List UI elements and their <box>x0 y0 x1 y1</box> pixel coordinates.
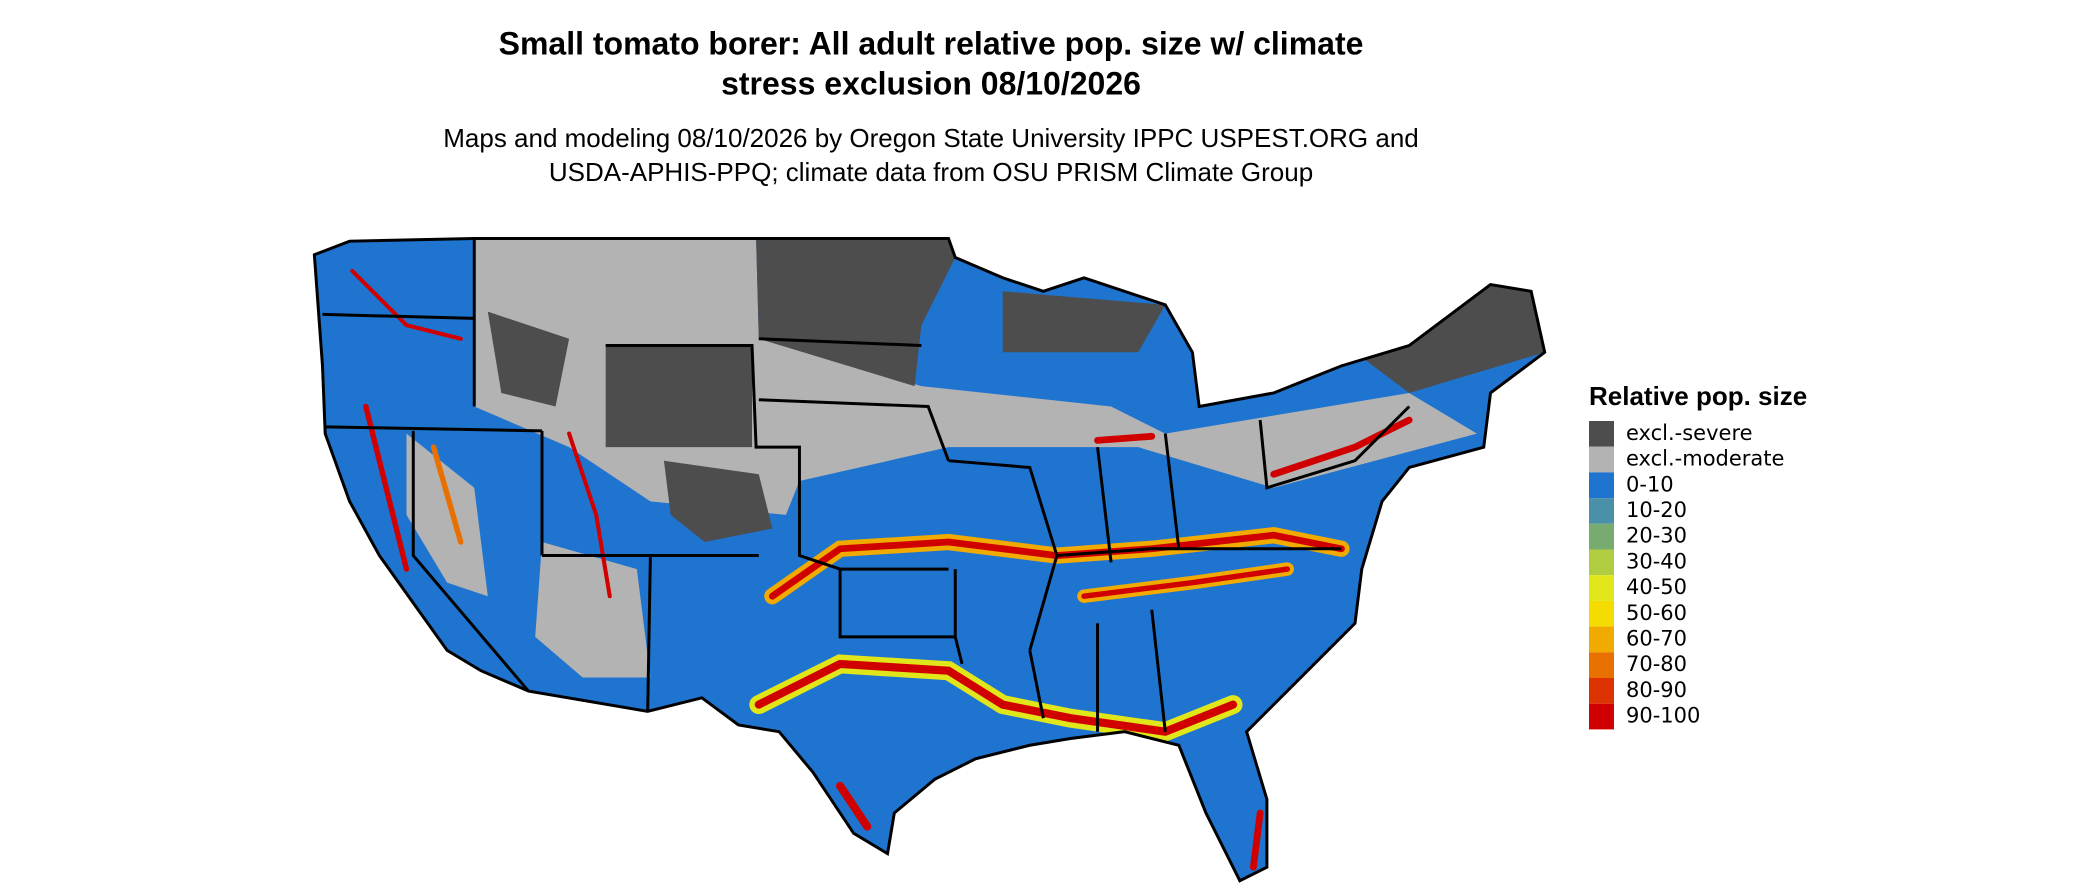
subtitle: USDA-APHIS-PPQ; climate data from OSU PR… <box>549 157 1313 187</box>
title: Small tomato borer: All adult relative p… <box>499 25 1364 61</box>
legend-label: 50-60 <box>1626 601 1687 625</box>
severe-exclusion <box>663 460 773 542</box>
legend-swatch <box>1589 421 1614 447</box>
legend-label: 10-20 <box>1626 498 1687 522</box>
legend-swatch <box>1589 626 1614 653</box>
legend-label: 20-30 <box>1626 524 1687 548</box>
legend-swatch <box>1589 523 1614 550</box>
legend-swatch <box>1589 472 1614 499</box>
legend-label: excl.-severe <box>1626 421 1753 445</box>
legend-swatch <box>1589 446 1614 473</box>
legend-label: 40-50 <box>1626 575 1687 599</box>
severe-exclusion <box>1355 284 1545 393</box>
us-map <box>312 236 1547 883</box>
legend-title: Relative pop. size <box>1589 381 1807 411</box>
legend-swatch <box>1589 652 1614 678</box>
legend-swatch <box>1589 498 1614 524</box>
severe-exclusion <box>756 238 956 387</box>
legend-swatch <box>1589 549 1614 576</box>
legend-label: 90-100 <box>1626 704 1700 728</box>
legend-label: 30-40 <box>1626 549 1687 573</box>
title: stress exclusion 08/10/2026 <box>721 65 1141 101</box>
legend-swatch <box>1589 600 1614 627</box>
legend-label: 70-80 <box>1626 652 1687 676</box>
legend-label: 60-70 <box>1626 626 1687 650</box>
legend-swatch <box>1589 678 1614 704</box>
legend: excl.-severeexcl.-moderate0-1010-2020-30… <box>1589 421 1784 730</box>
legend-label: 80-90 <box>1626 678 1687 702</box>
moderate-exclusion <box>535 542 651 678</box>
legend-swatch <box>1589 575 1614 601</box>
legend-swatch <box>1589 703 1614 730</box>
legend-label: excl.-moderate <box>1626 447 1784 471</box>
severe-exclusion <box>487 311 570 407</box>
severe-exclusion <box>1002 291 1166 353</box>
subtitle: Maps and modeling 08/10/2026 by Oregon S… <box>443 123 1419 153</box>
state-borders <box>312 236 1547 883</box>
legend-label: 0-10 <box>1626 472 1674 496</box>
severe-exclusion <box>605 345 753 448</box>
moderate-exclusion <box>406 433 488 597</box>
